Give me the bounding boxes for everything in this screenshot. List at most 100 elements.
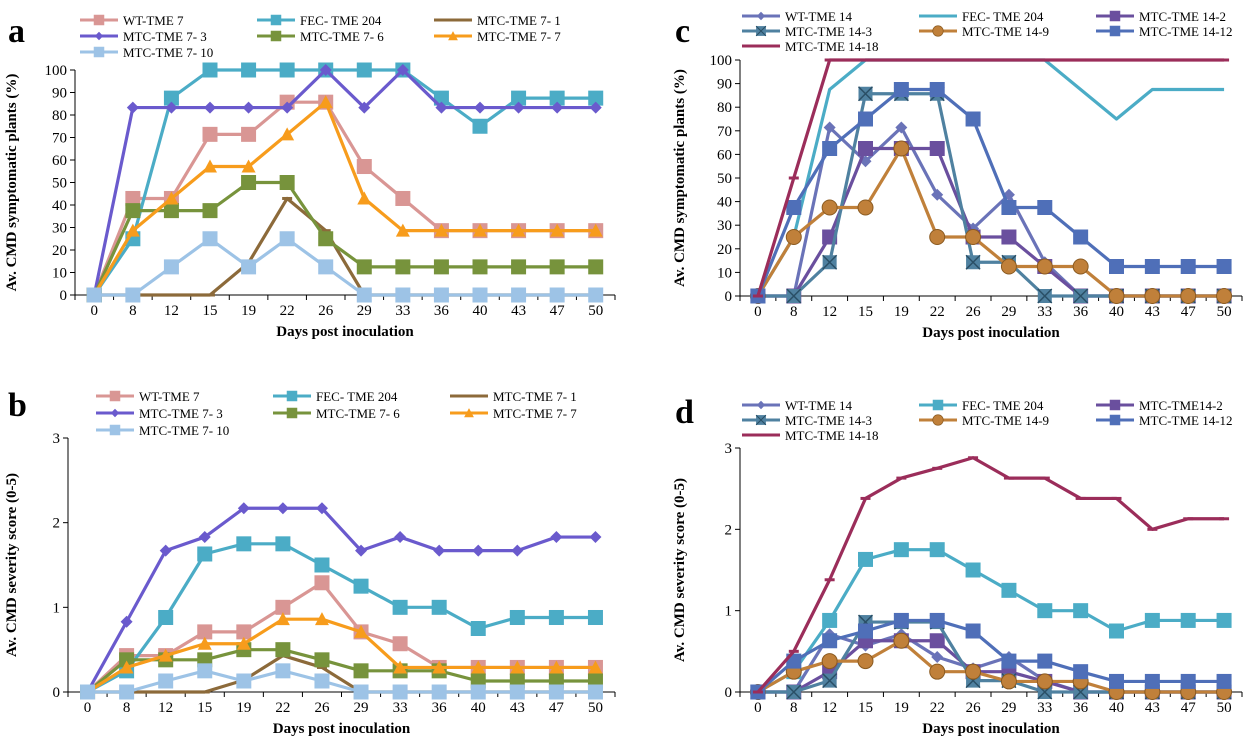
legend-item: MTC-TME 14-18 bbox=[742, 428, 879, 443]
data-point bbox=[276, 502, 289, 515]
x-tick-label: 36 bbox=[434, 303, 450, 319]
data-point bbox=[159, 544, 172, 557]
legend-item: MTC-TME 7- 10 bbox=[96, 423, 229, 438]
y-tick-label: 80 bbox=[52, 108, 67, 124]
data-point bbox=[198, 531, 211, 544]
series-4 bbox=[86, 175, 604, 303]
series-4 bbox=[749, 140, 1233, 304]
x-tick-label: 0 bbox=[91, 303, 99, 319]
y-axis-title: Av. CMD symptomatic plants (%) bbox=[4, 74, 20, 292]
data-point bbox=[473, 223, 487, 237]
data-point bbox=[86, 287, 102, 303]
data-point bbox=[823, 121, 836, 134]
data-point bbox=[858, 141, 873, 156]
data-point bbox=[392, 599, 408, 615]
x-axis-title: Days post inoculation bbox=[922, 325, 1060, 341]
data-point bbox=[822, 612, 838, 628]
data-point bbox=[158, 673, 174, 689]
x-tick-label: 12 bbox=[822, 304, 837, 320]
data-point-cross bbox=[822, 673, 838, 689]
data-point bbox=[395, 190, 411, 206]
data-point bbox=[786, 288, 802, 304]
x-tick-label: 47 bbox=[1181, 304, 1197, 320]
legend-item: MTC-TME 7- 10 bbox=[80, 45, 213, 60]
legend: WT-TME 14 FEC- TME 204 MTC-TME 14-2MTC-TME… bbox=[742, 9, 1233, 54]
data-point bbox=[314, 673, 330, 689]
legend-swatch-marker bbox=[1109, 414, 1121, 426]
legend-item: MTC-TME 7- 7 bbox=[450, 406, 577, 421]
data-point bbox=[110, 408, 120, 418]
data-point bbox=[549, 259, 565, 275]
data-point bbox=[119, 684, 135, 700]
x-tick-label: 36 bbox=[1073, 304, 1089, 320]
legend-swatch-marker bbox=[94, 31, 104, 41]
x-tick-label: 50 bbox=[588, 303, 603, 319]
y-tick-label: 2 bbox=[725, 522, 733, 538]
data-point bbox=[509, 609, 525, 625]
legend-item: FEC- TME 204 bbox=[919, 398, 1044, 413]
data-point bbox=[588, 259, 604, 275]
data-point bbox=[318, 259, 334, 275]
legend-item: MTC-TME 14-18 bbox=[742, 39, 879, 54]
legend-item: MTC-TME 7- 1 bbox=[434, 13, 561, 28]
x-tick-label: 29 bbox=[354, 700, 369, 716]
x-tick-label: 29 bbox=[1001, 304, 1016, 320]
chart-panel-a: a 0 10 20 30 40 50 60 70 80 90 100 0 8 12 15 19 22 26 29 33 3… bbox=[4, 13, 616, 340]
data-point bbox=[315, 502, 328, 515]
data-point bbox=[356, 62, 372, 78]
data-point bbox=[281, 101, 294, 114]
data-point bbox=[318, 95, 333, 109]
data-point bbox=[756, 400, 766, 410]
data-point bbox=[286, 407, 298, 419]
data-point bbox=[932, 399, 944, 411]
series-line bbox=[756, 58, 1225, 297]
data-point bbox=[236, 636, 251, 650]
data-point bbox=[509, 684, 525, 700]
data-point bbox=[965, 229, 982, 245]
y-axis-title: Av. CMD severity score (0-5) bbox=[4, 473, 20, 657]
legend-label: MTC-TME 7- 3 bbox=[123, 29, 207, 44]
data-point bbox=[929, 141, 945, 156]
data-point bbox=[857, 653, 874, 670]
panel-letter: d bbox=[675, 394, 694, 431]
data-point bbox=[358, 101, 371, 114]
data-point bbox=[511, 287, 527, 303]
data-point bbox=[1180, 612, 1196, 628]
legend-item: MTC-TME 7- 6 bbox=[273, 406, 400, 421]
data-point bbox=[202, 203, 218, 219]
data-point bbox=[893, 82, 909, 97]
data-point bbox=[1109, 399, 1121, 411]
data-point bbox=[270, 14, 282, 26]
data-point bbox=[279, 175, 295, 190]
x-tick-label: 26 bbox=[314, 700, 330, 716]
data-point bbox=[1001, 582, 1017, 598]
data-point bbox=[929, 542, 945, 558]
legend-label: WT-TME 14 bbox=[785, 398, 853, 413]
data-point bbox=[204, 101, 216, 114]
legend-label: FEC- TME 204 bbox=[300, 13, 382, 28]
y-tick-label: 60 bbox=[717, 147, 732, 163]
legend-item: MTC-TME 14-3 bbox=[742, 413, 872, 428]
data-point bbox=[471, 660, 486, 674]
data-point bbox=[1073, 229, 1089, 245]
data-point bbox=[448, 31, 458, 41]
data-point bbox=[318, 231, 334, 247]
legend: WT-TME 14 FEC- TME 204 MTC-TME14-2MTC-TME … bbox=[742, 398, 1233, 443]
data-point bbox=[511, 259, 527, 275]
legend-item: WT-TME 7 bbox=[96, 389, 200, 404]
data-point bbox=[279, 62, 295, 78]
y-axis-title: Av. CMD severity score (0-5) bbox=[672, 478, 688, 662]
x-tick-label: 8 bbox=[123, 700, 131, 716]
data-point bbox=[472, 287, 488, 303]
x-tick-label: 40 bbox=[473, 303, 488, 319]
y-tick-label: 100 bbox=[710, 53, 733, 69]
data-point bbox=[109, 424, 121, 436]
x-tick-label: 22 bbox=[275, 700, 290, 716]
x-tick-label: 12 bbox=[158, 700, 173, 716]
data-point bbox=[314, 575, 330, 591]
x-tick-label: 50 bbox=[1217, 304, 1232, 320]
y-tick-label: 90 bbox=[717, 77, 732, 93]
data-point bbox=[857, 199, 874, 216]
data-point bbox=[587, 684, 603, 700]
x-tick-label: 8 bbox=[129, 303, 137, 319]
